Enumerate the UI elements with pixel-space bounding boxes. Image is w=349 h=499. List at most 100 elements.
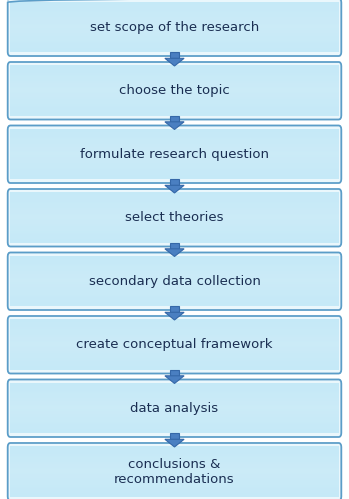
Bar — [10, 94, 339, 96]
Bar — [10, 449, 339, 451]
Bar — [10, 199, 339, 201]
Bar — [10, 297, 339, 298]
Bar — [10, 298, 339, 300]
Bar — [10, 339, 339, 341]
Bar — [10, 85, 339, 87]
Bar — [10, 424, 339, 426]
Bar — [10, 268, 339, 270]
Bar — [10, 211, 339, 213]
Bar — [10, 208, 339, 209]
Bar — [10, 229, 339, 230]
Bar — [10, 321, 339, 322]
Bar — [10, 353, 339, 355]
Bar — [10, 7, 339, 8]
Bar — [10, 336, 339, 337]
Bar — [10, 460, 339, 462]
Bar — [170, 243, 179, 249]
Bar — [10, 140, 339, 142]
Bar — [10, 474, 339, 476]
Bar — [10, 360, 339, 362]
FancyBboxPatch shape — [8, 443, 341, 499]
Bar — [10, 262, 339, 264]
Bar — [10, 88, 339, 89]
Bar — [10, 167, 339, 169]
Bar — [10, 105, 339, 107]
Bar — [10, 149, 339, 151]
Bar — [10, 144, 339, 146]
Bar — [10, 38, 339, 39]
Bar — [10, 143, 339, 144]
Bar — [10, 273, 339, 275]
Text: data analysis: data analysis — [131, 402, 218, 415]
Bar — [10, 453, 339, 455]
Bar — [10, 151, 339, 153]
Bar — [10, 34, 339, 36]
Bar — [10, 494, 339, 496]
Bar — [10, 101, 339, 103]
Bar — [10, 429, 339, 431]
Bar — [10, 106, 339, 108]
Bar — [10, 400, 339, 402]
Bar — [10, 344, 339, 346]
Bar — [10, 35, 339, 37]
Bar — [10, 283, 339, 285]
Bar — [10, 240, 339, 242]
Bar — [10, 200, 339, 202]
Bar — [10, 14, 339, 16]
Bar — [10, 161, 339, 163]
Bar — [10, 41, 339, 43]
Bar — [10, 333, 339, 335]
Bar — [10, 80, 339, 82]
Bar — [10, 159, 339, 161]
Bar — [10, 114, 339, 116]
Bar — [10, 160, 339, 162]
Bar — [10, 93, 339, 94]
Bar — [10, 384, 339, 386]
Bar — [170, 52, 179, 58]
Bar — [10, 392, 339, 393]
Bar — [10, 464, 339, 466]
Bar — [10, 272, 339, 274]
Bar — [10, 108, 339, 109]
Bar — [10, 4, 339, 6]
Polygon shape — [165, 312, 184, 320]
Bar — [10, 158, 339, 159]
Bar — [10, 483, 339, 484]
Bar — [10, 294, 339, 296]
Bar — [10, 78, 339, 80]
Bar — [10, 231, 339, 233]
Bar — [10, 428, 339, 429]
Bar — [10, 299, 339, 301]
Bar — [10, 413, 339, 415]
Bar — [10, 362, 339, 363]
Polygon shape — [165, 439, 184, 447]
Bar — [10, 39, 339, 41]
Bar — [10, 409, 339, 411]
Bar — [10, 347, 339, 348]
Bar — [10, 237, 339, 239]
Bar — [10, 293, 339, 295]
Bar — [10, 230, 339, 232]
Bar — [10, 404, 339, 406]
Bar — [10, 201, 339, 203]
Bar — [10, 465, 339, 467]
Bar — [10, 266, 339, 267]
Text: conclusions &
recommendations: conclusions & recommendations — [114, 458, 235, 486]
Text: choose the topic: choose the topic — [119, 84, 230, 97]
Bar — [10, 236, 339, 238]
Polygon shape — [165, 185, 184, 193]
Bar — [10, 408, 339, 410]
Bar — [10, 20, 339, 22]
Bar — [10, 110, 339, 112]
Bar — [10, 452, 339, 453]
Bar — [170, 179, 179, 185]
Bar — [10, 111, 339, 113]
Bar — [10, 156, 339, 158]
Bar — [10, 13, 339, 15]
Bar — [10, 274, 339, 276]
Bar — [10, 73, 339, 75]
Bar — [10, 463, 339, 464]
Bar — [10, 407, 339, 408]
Bar — [10, 271, 339, 272]
Bar — [10, 329, 339, 331]
